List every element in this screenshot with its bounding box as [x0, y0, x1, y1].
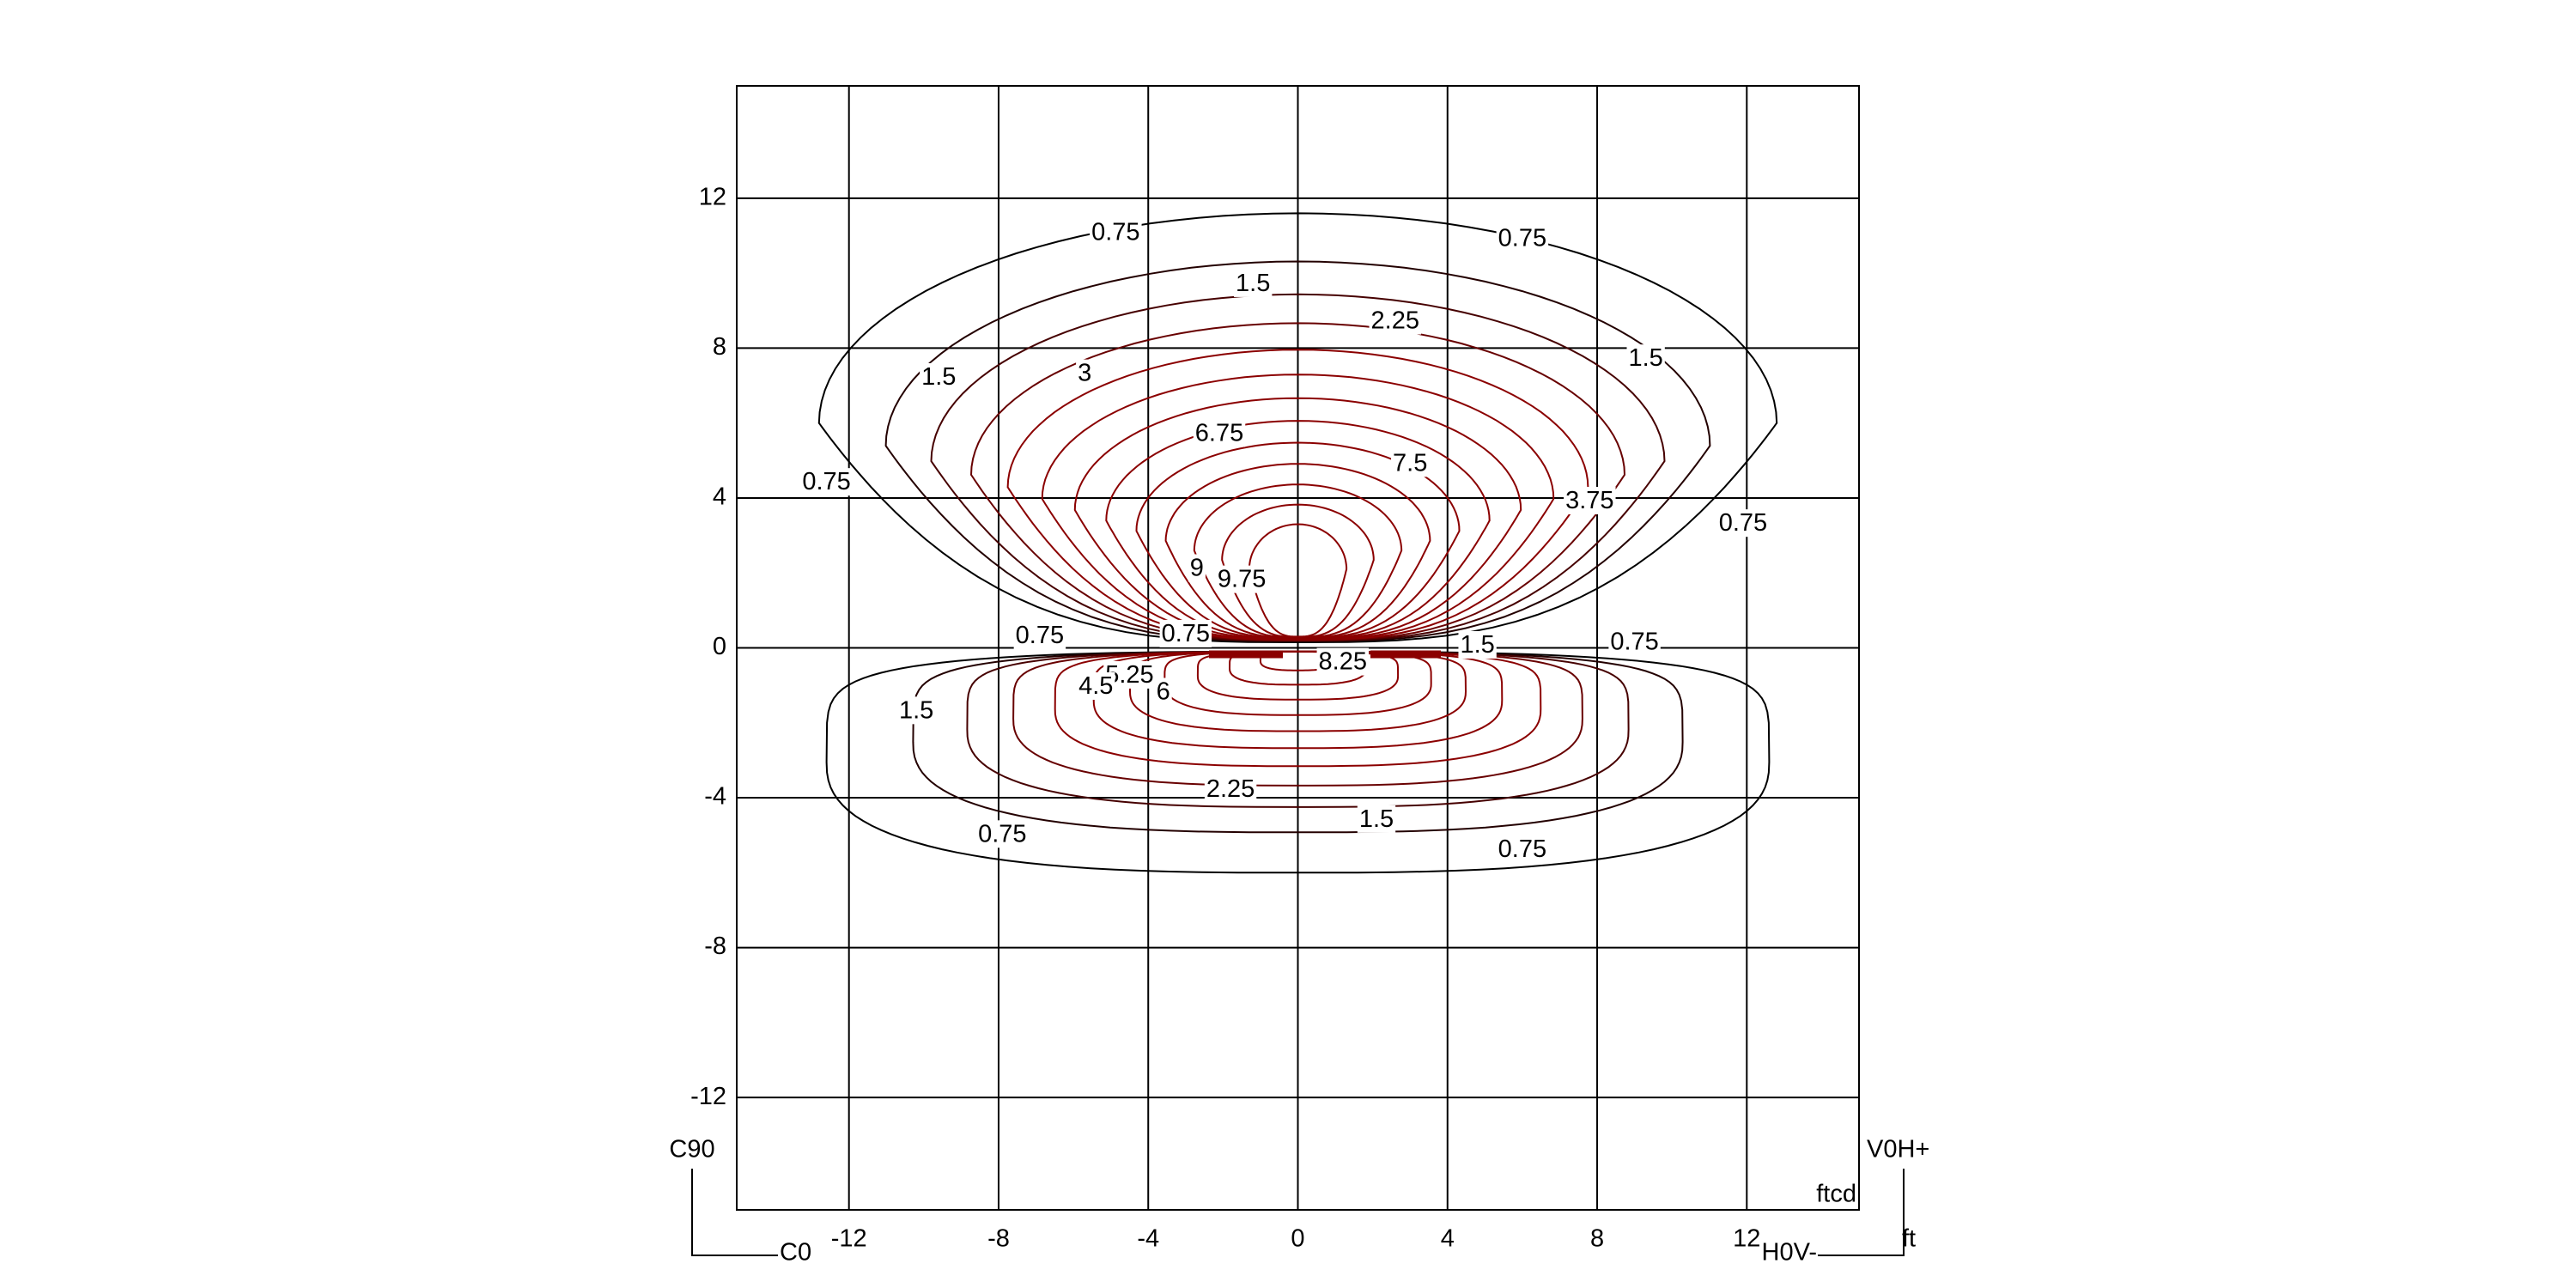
contour-label-bg	[1626, 344, 1665, 373]
contour-label: 6	[1157, 678, 1170, 706]
contour-line	[1128, 650, 1467, 732]
contour-label: 3	[1078, 360, 1091, 387]
contour-label: 0.75	[1610, 628, 1658, 655]
contour-label-bg	[976, 820, 1029, 848]
x-tick-label: 4	[1441, 1225, 1455, 1253]
grid	[737, 86, 1859, 1210]
contour-label: 1.5	[1460, 631, 1494, 659]
x-tick-label: -8	[987, 1225, 1010, 1253]
contour-line	[825, 650, 1771, 874]
contour-label-bg	[1013, 622, 1066, 650]
contour-label-bg	[1369, 307, 1421, 335]
contour-line	[1163, 650, 1432, 716]
contour-label-bg	[1204, 775, 1257, 803]
contour-label: 1.5	[1629, 344, 1663, 372]
contour-label: 9	[1190, 555, 1204, 582]
contour-label: 6.75	[1195, 419, 1243, 447]
y-tick-label: 12	[699, 184, 726, 211]
contour-label-bg	[1564, 486, 1616, 514]
contour-label-bg	[1215, 565, 1268, 593]
y-tick-label: -12	[690, 1083, 726, 1110]
value-unit: ftcd	[1816, 1181, 1856, 1208]
contour-label: 3.75	[1565, 487, 1613, 514]
labels: -12 -8 -4 0 4 8 12 -12 -8 -4 0 4 8 12 0.75 0.75 1.5 2.25 1…	[690, 184, 1770, 1253]
contour-label: 2.25	[1371, 307, 1419, 335]
contour-line	[912, 650, 1684, 834]
contour-label-bg	[1496, 224, 1549, 252]
contour-label-bg	[1077, 671, 1115, 700]
contour-label-bg	[1316, 647, 1370, 676]
contour-label-bg	[1193, 419, 1246, 447]
contour-label-bg	[1458, 630, 1497, 659]
contour-line	[1248, 523, 1348, 638]
contour-label: 1.5	[1236, 270, 1270, 297]
corner-label: V0H+	[1867, 1136, 1929, 1163]
contour-label: 7.5	[1393, 449, 1427, 477]
contour-label: 9.75	[1218, 566, 1266, 593]
contour-label: 8.25	[1319, 648, 1367, 676]
contour-label: 1.5	[899, 696, 933, 724]
y-tick-label: 8	[713, 333, 726, 361]
contour-label: 1.5	[921, 363, 956, 391]
x-tick-label: 12	[1733, 1225, 1760, 1253]
corner-label: C0	[780, 1239, 811, 1267]
contour-label: 0.75	[802, 468, 850, 495]
contour-label-bg	[800, 468, 853, 496]
contour-line	[817, 212, 1778, 644]
contour-label-bg	[1608, 628, 1661, 656]
contour-label-bg	[1357, 805, 1396, 833]
contour-label-bg	[1716, 509, 1770, 538]
contour-label: 0.75	[978, 820, 1026, 848]
contour-label-bg	[1188, 554, 1206, 582]
corner-label: H0V-	[1762, 1239, 1817, 1267]
contour-label: 2.25	[1206, 775, 1255, 803]
contour-line	[1012, 650, 1583, 787]
contour-label-bg	[920, 362, 958, 391]
contour-label: 4.5	[1078, 672, 1113, 700]
y-tick-label: -4	[704, 783, 726, 811]
x-tick-label: -4	[1137, 1225, 1159, 1253]
contour-label: 0.75	[1016, 622, 1064, 649]
contour-label: 0.75	[1719, 509, 1767, 537]
y-tick-label: 4	[713, 483, 726, 511]
contour-line	[966, 650, 1630, 808]
plot-frame	[736, 85, 1860, 1211]
contour-line	[1054, 650, 1542, 768]
y-tick-label: -8	[704, 933, 726, 960]
contour-label-bg	[1076, 359, 1094, 387]
contour-label-bg	[1159, 619, 1212, 647]
y-tick-label: 0	[713, 633, 726, 660]
corner-bracket	[691, 1169, 778, 1256]
contour-label-bg	[1496, 835, 1549, 863]
x-tick-label: 0	[1291, 1225, 1304, 1253]
contour-label: 1.5	[1359, 805, 1394, 833]
x-tick-label: 8	[1590, 1225, 1604, 1253]
corner-bracket	[1818, 1169, 1905, 1256]
contour-label-bg	[1234, 269, 1273, 297]
contour-label-bg	[1391, 449, 1430, 477]
contour-label: 0.75	[1498, 225, 1546, 252]
x-tick-label: -12	[831, 1225, 867, 1253]
axis-unit: ft	[1902, 1225, 1916, 1253]
contour-label-bg	[1154, 677, 1172, 706]
contour-label: 0.75	[1498, 835, 1546, 863]
contour-label-bg	[1090, 218, 1142, 246]
contour-label-bg	[896, 696, 936, 725]
contour-label: 0.75	[1091, 219, 1139, 246]
contour-label: 0.75	[1162, 620, 1210, 647]
corner-label: C90	[669, 1136, 714, 1163]
